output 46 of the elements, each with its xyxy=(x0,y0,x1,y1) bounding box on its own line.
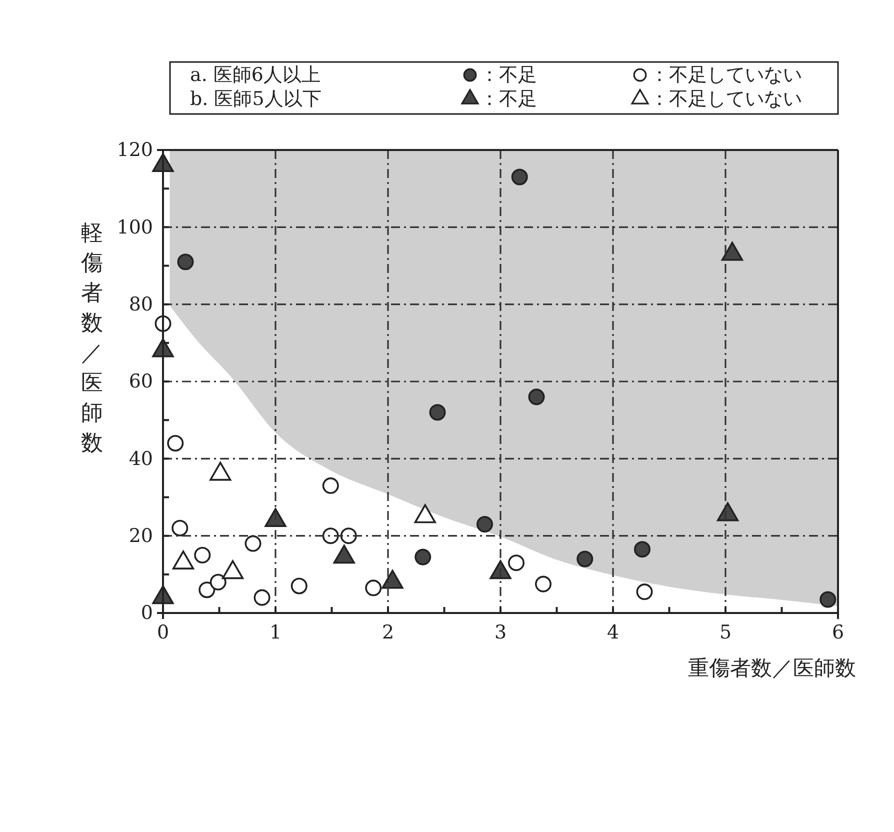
point xyxy=(534,576,552,592)
point xyxy=(340,528,357,544)
y-tick-label: 80 xyxy=(128,293,153,316)
point xyxy=(365,580,382,596)
text: b. 医師5人以下 xyxy=(190,88,322,110)
point xyxy=(322,528,339,544)
point xyxy=(172,520,188,536)
point xyxy=(198,582,216,598)
point xyxy=(508,554,525,572)
y-tick-label: 60 xyxy=(128,370,153,393)
point xyxy=(254,589,270,606)
y-tick-label: 120 xyxy=(116,139,153,162)
x-tick-label: 5 xyxy=(719,621,732,644)
y-tick-label: 20 xyxy=(128,524,153,547)
point xyxy=(429,404,446,421)
x-tick-label: 6 xyxy=(832,621,844,644)
legend-label: ：不足 xyxy=(480,64,537,86)
legend-label: ：不足 xyxy=(480,88,537,110)
y-tick-label: 40 xyxy=(128,448,153,470)
legend-label: ：不足していない xyxy=(650,64,802,86)
point xyxy=(244,535,262,552)
x-tick-label: 1 xyxy=(269,621,282,644)
point xyxy=(210,574,226,590)
point xyxy=(634,541,651,558)
y-tick-label: 0 xyxy=(140,602,153,624)
text: a. 医師6人以上 xyxy=(190,64,320,86)
point xyxy=(177,254,194,270)
x-tick-label: 2 xyxy=(382,621,394,644)
point xyxy=(511,168,528,186)
point xyxy=(528,388,545,406)
point xyxy=(167,434,184,452)
point xyxy=(636,584,653,600)
point xyxy=(820,591,836,608)
x-tick-label: 0 xyxy=(156,621,170,644)
x-tick-label: 4 xyxy=(606,621,620,644)
point xyxy=(290,578,308,594)
point xyxy=(194,546,211,564)
x-axis-title: 重傷者数／医師数 xyxy=(688,656,856,680)
y-tick-label: 100 xyxy=(116,216,153,238)
y-axis-title: 軽傷者数／医師数 xyxy=(80,221,103,456)
point xyxy=(322,477,339,494)
point xyxy=(476,516,494,532)
legend-label: ：不足していない xyxy=(650,88,802,110)
x-tick-label: 3 xyxy=(494,621,507,644)
point xyxy=(576,550,594,568)
point xyxy=(414,548,432,566)
